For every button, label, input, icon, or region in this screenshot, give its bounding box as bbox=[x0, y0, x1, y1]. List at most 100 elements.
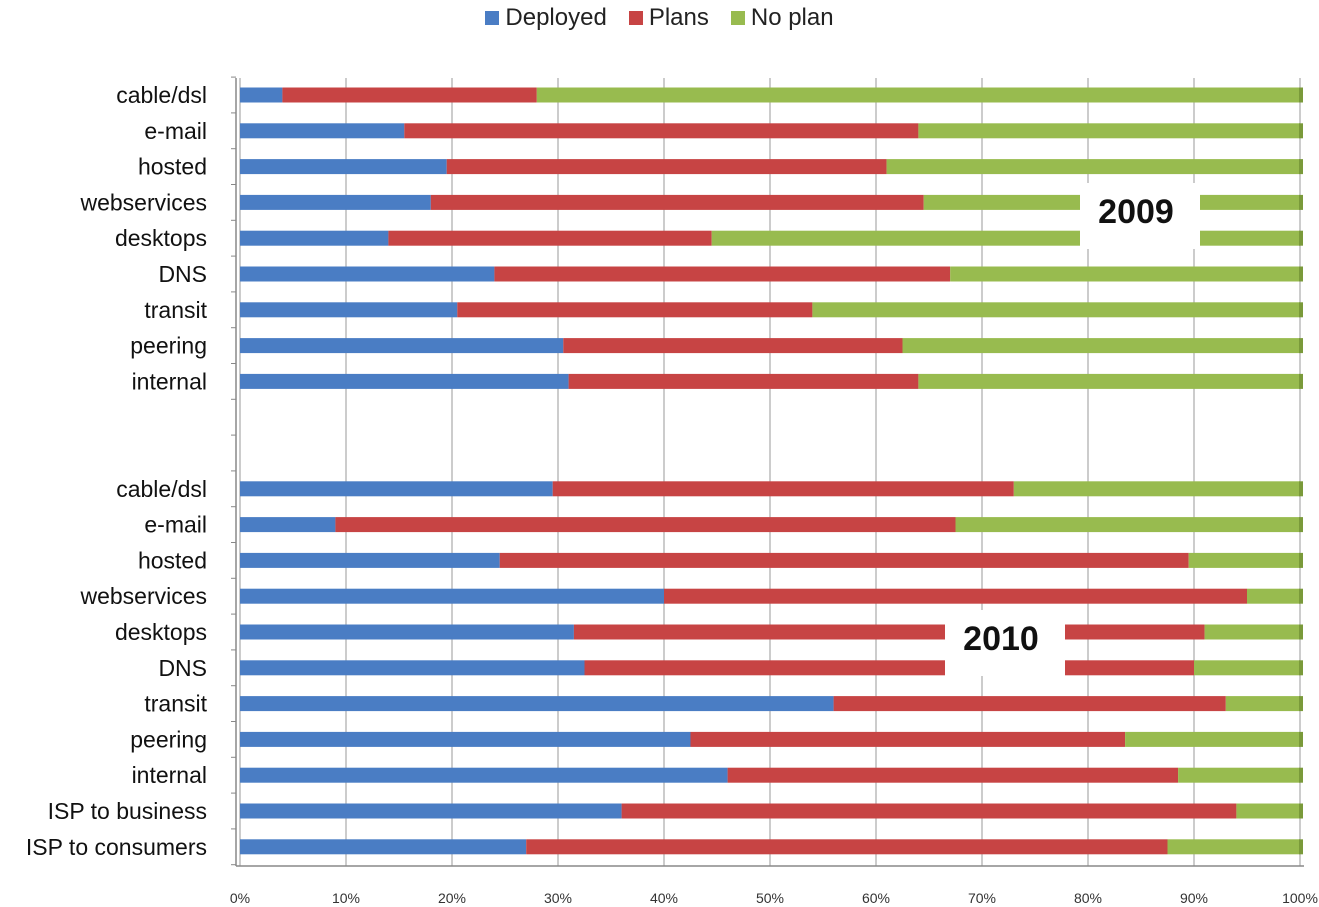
category-label: DNS bbox=[158, 655, 207, 681]
category-label: cable/dsl bbox=[116, 476, 207, 502]
bar-deployed bbox=[240, 194, 431, 210]
bar-deployed bbox=[240, 230, 389, 246]
bar-plans bbox=[621, 803, 1237, 819]
legend-label-deployed: Deployed bbox=[505, 4, 607, 31]
bar-plans bbox=[404, 123, 919, 139]
bar-deployed bbox=[240, 588, 664, 604]
bar-end-cap bbox=[1299, 481, 1303, 497]
category-label: webservices bbox=[79, 189, 207, 215]
bar-end-cap bbox=[1299, 266, 1303, 282]
category-label: e-mail bbox=[144, 118, 207, 144]
bar-no-plan bbox=[918, 373, 1300, 389]
category-label: hosted bbox=[138, 547, 207, 573]
bar-no-plan bbox=[1204, 624, 1300, 640]
bar-end-cap bbox=[1299, 338, 1303, 354]
bar-end-cap bbox=[1299, 696, 1303, 712]
category-label: e-mail bbox=[144, 512, 207, 538]
bar-plans bbox=[388, 230, 712, 246]
legend-label-no-plan: No plan bbox=[750, 4, 834, 31]
bar-deployed bbox=[240, 87, 283, 103]
category-label: DNS bbox=[158, 261, 207, 287]
group-label-box bbox=[1080, 183, 1200, 249]
bar-end-cap bbox=[1299, 230, 1303, 246]
bar-plans bbox=[499, 552, 1189, 568]
category-label: webservices bbox=[79, 583, 207, 609]
bar-end-cap bbox=[1299, 159, 1303, 175]
category-label: cable/dsl bbox=[116, 82, 207, 108]
legend-item-plans: Plans bbox=[628, 4, 709, 32]
category-label: desktops bbox=[115, 225, 207, 251]
bar-deployed bbox=[240, 731, 691, 747]
bar-deployed bbox=[240, 839, 527, 855]
bar-deployed bbox=[240, 481, 553, 497]
bar-plans bbox=[664, 588, 1247, 604]
bar-end-cap bbox=[1299, 660, 1303, 676]
x-tick-label: 40% bbox=[650, 890, 678, 906]
bar-end-cap bbox=[1299, 194, 1303, 210]
bar-end-cap bbox=[1299, 517, 1303, 533]
bar-deployed bbox=[240, 159, 447, 175]
legend-item-deployed: Deployed bbox=[485, 4, 607, 32]
x-tick-label: 70% bbox=[968, 890, 996, 906]
bar-plans bbox=[573, 624, 1205, 640]
x-tick-label: 30% bbox=[544, 890, 572, 906]
bar-deployed bbox=[240, 123, 405, 139]
bar-no-plan bbox=[711, 230, 1300, 246]
bar-plans bbox=[690, 731, 1126, 747]
x-tick-label: 10% bbox=[332, 890, 360, 906]
category-label: desktops bbox=[115, 619, 207, 645]
category-label: transit bbox=[144, 691, 207, 717]
bar-plans bbox=[526, 839, 1168, 855]
bar-plans bbox=[335, 517, 956, 533]
bar-end-cap bbox=[1299, 588, 1303, 604]
category-label: peering bbox=[130, 726, 207, 752]
bar-no-plan bbox=[1194, 660, 1300, 676]
bar-deployed bbox=[240, 624, 574, 640]
bar-deployed bbox=[240, 552, 500, 568]
bar-end-cap bbox=[1299, 87, 1303, 103]
x-tick-label: 80% bbox=[1074, 890, 1102, 906]
x-tick-label: 20% bbox=[438, 890, 466, 906]
x-tick-label: 100% bbox=[1282, 890, 1318, 906]
bar-plans bbox=[430, 194, 924, 210]
category-label: internal bbox=[132, 762, 207, 788]
bar-plans bbox=[727, 767, 1179, 783]
bar-end-cap bbox=[1299, 731, 1303, 747]
bar-no-plan bbox=[1188, 552, 1300, 568]
group-label: 2009 bbox=[1098, 193, 1174, 231]
x-tick-label: 50% bbox=[756, 890, 784, 906]
bar-deployed bbox=[240, 803, 622, 819]
bar-end-cap bbox=[1299, 803, 1303, 819]
category-label: peering bbox=[130, 333, 207, 359]
bar-no-plan bbox=[1178, 767, 1300, 783]
bar-no-plan bbox=[536, 87, 1300, 103]
bar-plans bbox=[494, 266, 951, 282]
bar-deployed bbox=[240, 373, 569, 389]
bar-end-cap bbox=[1299, 767, 1303, 783]
bar-no-plan bbox=[1013, 481, 1300, 497]
x-tick-label: 0% bbox=[230, 890, 250, 906]
legend-swatch-deployed bbox=[485, 11, 500, 25]
bar-deployed bbox=[240, 660, 585, 676]
category-label: hosted bbox=[138, 154, 207, 180]
bar-plans bbox=[563, 338, 903, 354]
bar-plans bbox=[457, 302, 813, 318]
bar-deployed bbox=[240, 338, 564, 354]
category-label: transit bbox=[144, 297, 207, 323]
bar-end-cap bbox=[1299, 123, 1303, 139]
category-label: internal bbox=[132, 368, 207, 394]
bar-end-cap bbox=[1299, 624, 1303, 640]
legend-item-no-plan: No plan bbox=[730, 4, 834, 32]
group-label-box bbox=[945, 610, 1065, 676]
bar-deployed bbox=[240, 517, 336, 533]
chart-legend: Deployed Plans No plan bbox=[0, 4, 1319, 32]
bar-plans bbox=[568, 373, 919, 389]
bar-deployed bbox=[240, 696, 834, 712]
bar-no-plan bbox=[886, 159, 1300, 175]
bar-plans bbox=[584, 660, 1194, 676]
bar-plans bbox=[446, 159, 887, 175]
bar-no-plan bbox=[1247, 588, 1300, 604]
bar-plans bbox=[552, 481, 1014, 497]
category-label: ISP to consumers bbox=[26, 834, 207, 860]
